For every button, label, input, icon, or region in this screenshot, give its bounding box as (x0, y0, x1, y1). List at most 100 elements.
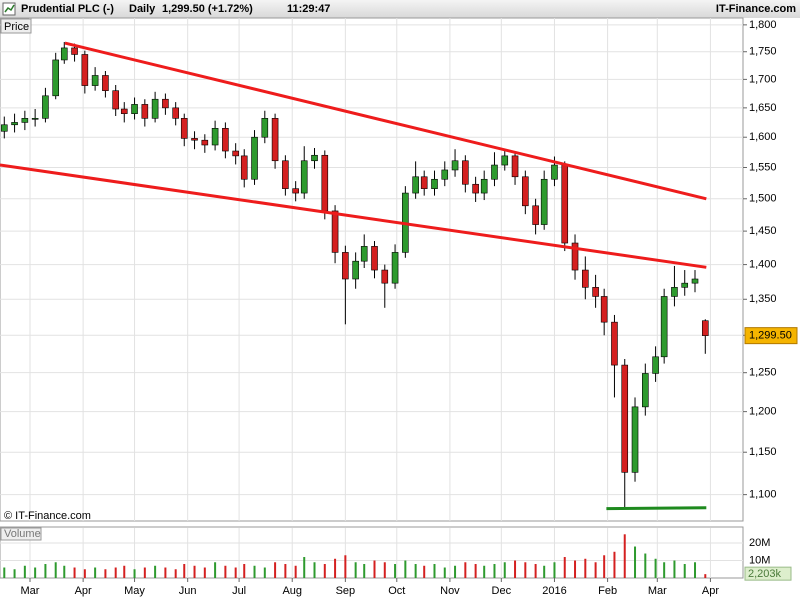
candle-body (671, 287, 678, 297)
y-tick-label: 1,200 (749, 406, 777, 418)
candle-body (501, 155, 509, 166)
candle-body (240, 155, 248, 180)
candle-body (551, 164, 558, 180)
volume-bar (94, 567, 97, 578)
candle-body (371, 246, 378, 271)
price-tag (0, 18, 32, 34)
candle-body (201, 139, 209, 146)
volume-bar (394, 564, 397, 578)
volume-bar (414, 564, 417, 578)
y-tick-label: 1,600 (749, 131, 777, 143)
volume-bar (63, 565, 66, 578)
candle-body (331, 210, 339, 253)
volume-bar (224, 565, 227, 578)
volume-bar (493, 564, 496, 578)
volume-bar (303, 557, 306, 578)
candle-body (660, 296, 668, 358)
y-tick-label: 1,450 (749, 225, 777, 237)
volume-bar (474, 564, 477, 578)
copyright: © IT-Finance.com (4, 510, 91, 522)
candle-body (282, 160, 289, 189)
volume-bar (534, 564, 537, 578)
candle-body (261, 118, 269, 138)
candle-body (191, 138, 198, 141)
candle-body (321, 154, 329, 212)
price-label: Price (4, 21, 29, 33)
candle-body (611, 321, 618, 366)
candle-body (232, 150, 239, 157)
volume-bar (663, 562, 666, 578)
x-tick-label: Oct (388, 585, 405, 597)
v-tick-label: 10M (749, 554, 770, 566)
x-tick-label: Dec (492, 585, 512, 597)
x-tick-label: Aug (282, 585, 302, 597)
candle-body (511, 155, 519, 178)
candle-body (42, 95, 49, 119)
volume-bar (514, 560, 517, 578)
volume-bar (183, 564, 186, 578)
candle-body (571, 242, 579, 271)
candle-body (52, 59, 60, 97)
candle-body (31, 118, 39, 120)
x-tick-label: May (124, 585, 145, 597)
candle-body (102, 75, 109, 91)
volume-bar (164, 567, 167, 578)
volume-bar (203, 567, 206, 578)
candle-body (71, 47, 78, 55)
volume-bar (594, 562, 597, 578)
volume-bar (673, 560, 676, 578)
v-tick-label: 20M (749, 537, 770, 549)
volume-bar (253, 565, 256, 578)
volume-bar (694, 562, 697, 578)
volume-bar (143, 567, 146, 578)
volume-bar (363, 564, 366, 578)
volume-bar (274, 562, 277, 578)
volume-bar (193, 565, 196, 578)
x-tick-label: 2016 (542, 585, 566, 597)
candle-body (172, 107, 179, 119)
volume-bar (683, 564, 686, 578)
candle-body (592, 287, 599, 297)
volume-bar (214, 562, 217, 578)
volume-bar (13, 569, 16, 578)
candle-body (151, 98, 159, 119)
candle-body (381, 269, 389, 284)
volume-bar (114, 567, 117, 578)
volume-area (0, 526, 744, 579)
y-tick-label: 1,750 (749, 46, 777, 58)
volume-bar (623, 534, 626, 578)
trendline (606, 506, 707, 511)
candle-body (180, 118, 188, 139)
y-tick-label: 1,650 (749, 102, 777, 114)
volume-bar (34, 567, 37, 578)
x-tick-label: Mar (21, 585, 40, 597)
volume-bar (354, 562, 357, 578)
candle-body (0, 124, 8, 132)
volume-bar (503, 562, 506, 578)
volume-bar (644, 553, 647, 578)
header-bar (0, 0, 800, 18)
volume-bar (174, 569, 177, 578)
volume-bar (284, 564, 287, 578)
x-tick-label: Jul (232, 585, 246, 597)
candle-body (391, 252, 399, 284)
last-volume-box (744, 566, 792, 581)
volume-bar (54, 562, 57, 578)
candle-body (271, 118, 279, 162)
source: IT-Finance.com (716, 3, 796, 15)
y-tick-label: 1,500 (749, 193, 777, 205)
volume-bar (123, 565, 126, 578)
candle-body (412, 176, 419, 194)
volume-bar (443, 567, 446, 578)
volume-bar (464, 562, 467, 578)
y-tick-label: 1,100 (749, 489, 777, 501)
last-price-box (744, 327, 798, 345)
x-tick-label: Jun (179, 585, 197, 597)
candle-body (691, 278, 699, 284)
period: Daily (129, 3, 156, 15)
candle-body (81, 54, 89, 86)
volume-bar (373, 560, 376, 578)
volume-bar (334, 558, 337, 578)
volume-bar (704, 574, 707, 578)
x-tick-label: Feb (598, 585, 617, 597)
